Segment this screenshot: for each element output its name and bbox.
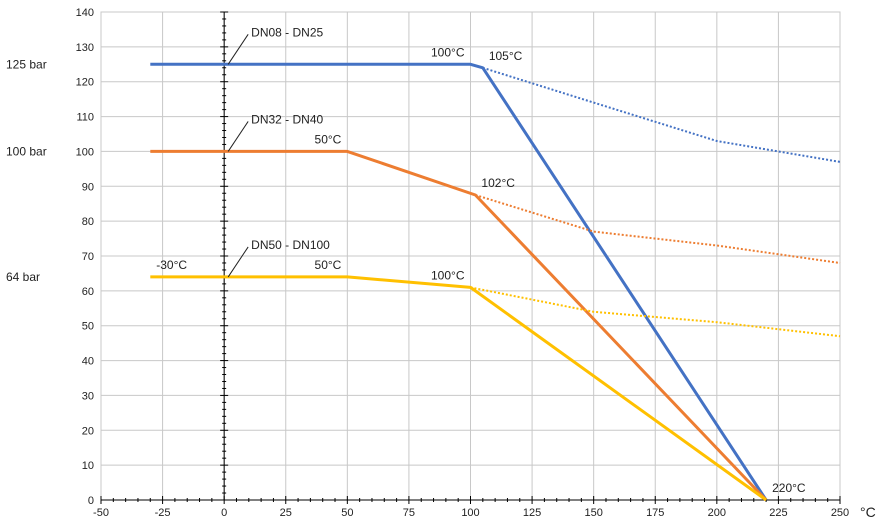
series-dotted-line — [482, 66, 841, 163]
x-tick-label: 50 — [341, 507, 353, 519]
y-tick-label: 0 — [88, 495, 94, 507]
series-solid-line — [150, 275, 767, 502]
pressure-label: 64 bar — [6, 270, 40, 284]
series-label-leader — [227, 246, 249, 278]
y-tick-label: 50 — [82, 321, 94, 333]
annotations: 100°C 105°C 50°C 102°C -30°C 50°C 100°C 220°C — [156, 45, 806, 495]
grid — [100, 11, 841, 501]
y-tick-label: 10 — [82, 460, 94, 472]
x-tick-label: 150 — [584, 507, 602, 519]
y-tick-label: 120 — [76, 77, 94, 89]
series-solid-line — [150, 62, 768, 501]
temperature-annotation: 100°C — [431, 45, 465, 59]
x-tick-label: 100 — [461, 507, 479, 519]
x-tick-label: 125 — [523, 507, 541, 519]
series-label-leader — [227, 34, 249, 65]
series-name-label: DN50 - DN100 — [251, 238, 330, 252]
temperature-annotation: -30°C — [156, 258, 187, 272]
pressure-label: 100 bar — [6, 144, 47, 158]
x-tick-label: 250 — [831, 507, 849, 519]
x-tick-label: -50 — [93, 507, 109, 519]
series-solid-line — [150, 149, 768, 502]
x-unit-label: °C — [860, 504, 876, 520]
y-tick-label: 20 — [82, 425, 94, 437]
series-labels: DN08 - DN25 DN32 - DN40 DN50 - DN100 — [227, 25, 330, 278]
y-tick-label: 30 — [82, 390, 94, 402]
x-tick-label: 225 — [769, 507, 787, 519]
temperature-annotation: 100°C — [431, 268, 465, 282]
series-dotted-line — [475, 194, 841, 264]
x-tick-label: 200 — [708, 507, 726, 519]
tick-labels: -50 -25 0 25 50 75 100 125 150 175 200 225 250 0 10 20 3… — [6, 7, 876, 520]
y-tick-label: 70 — [82, 251, 94, 263]
x-tick-label: -25 — [155, 507, 171, 519]
axes — [100, 11, 841, 504]
x-tick-label: 75 — [403, 507, 415, 519]
temperature-annotation: 50°C — [315, 132, 342, 146]
y-tick-label: 80 — [82, 216, 94, 228]
y-tick-label: 110 — [76, 112, 94, 124]
y-tick-label: 90 — [82, 181, 94, 193]
y-tick-label: 130 — [76, 42, 94, 54]
pressure-label: 125 bar — [6, 57, 47, 71]
series-label-leader — [227, 121, 249, 152]
y-tick-label: 140 — [76, 7, 94, 19]
series-name-label: DN08 - DN25 — [251, 25, 323, 39]
series-lines — [150, 62, 841, 502]
y-tick-label: 60 — [82, 286, 94, 298]
temperature-annotation: 220°C — [772, 481, 806, 495]
series-name-label: DN32 - DN40 — [251, 112, 323, 126]
temperature-annotation: 105°C — [489, 49, 523, 63]
temperature-annotation: 102°C — [481, 176, 515, 190]
y-tick-label: 100 — [76, 146, 94, 158]
temperature-annotation: 50°C — [315, 258, 342, 272]
x-tick-label: 0 — [221, 507, 227, 519]
x-tick-label: 25 — [280, 507, 292, 519]
x-tick-label: 175 — [646, 507, 664, 519]
y-tick-label: 40 — [82, 356, 94, 368]
